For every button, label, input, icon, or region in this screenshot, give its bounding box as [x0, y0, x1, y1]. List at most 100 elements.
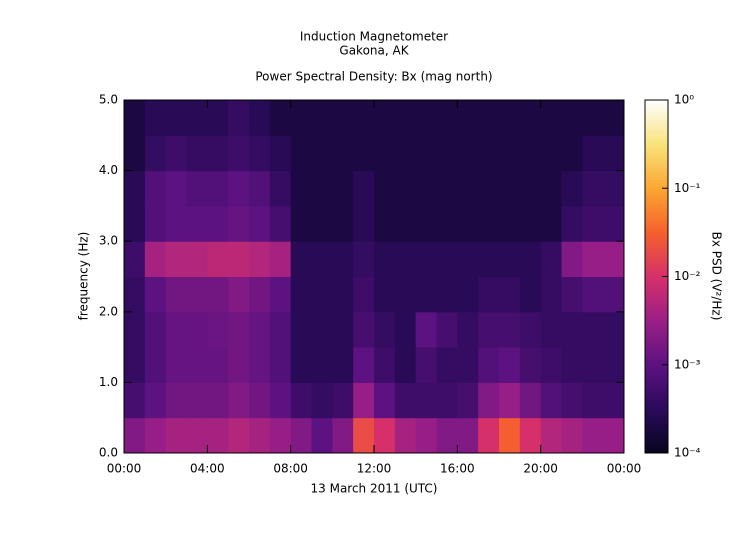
heat-cell	[540, 311, 562, 348]
heat-cell	[353, 347, 375, 383]
heat-cell	[519, 311, 542, 348]
heat-cell	[207, 100, 229, 136]
heat-cell	[499, 241, 521, 277]
heat-cell	[582, 205, 604, 242]
colorbar-step	[645, 429, 668, 433]
heat-cell	[582, 170, 604, 207]
colorbar-step	[645, 414, 668, 419]
heat-cell	[540, 170, 562, 207]
colorbar-step	[645, 135, 668, 139]
heat-cell	[228, 135, 250, 172]
colorbar-step	[645, 294, 668, 298]
heat-cell	[478, 100, 500, 136]
colorbar-step	[645, 385, 668, 389]
colorbar-step	[645, 329, 668, 333]
colorbar-step	[645, 438, 668, 442]
colorbar-step	[645, 120, 668, 125]
heat-cell	[582, 311, 604, 348]
heat-cell	[457, 347, 479, 383]
colorbar-step	[645, 194, 668, 198]
heat-cell	[249, 311, 271, 348]
colorbar-step	[645, 191, 668, 195]
heat-cell	[353, 170, 375, 207]
heat-cell	[207, 347, 229, 383]
colorbar-step	[645, 197, 668, 201]
heat-cell	[332, 417, 354, 454]
colorbar-step	[645, 411, 668, 416]
heat-cell	[207, 417, 229, 454]
heat-cell	[207, 135, 229, 172]
heat-cell	[519, 382, 542, 419]
heat-cell	[353, 100, 375, 136]
heat-cell	[144, 135, 167, 172]
heat-cell	[415, 417, 437, 454]
heat-cell	[519, 100, 542, 136]
colorbar-step	[645, 355, 668, 360]
heat-cell	[165, 170, 187, 207]
heat-cell	[311, 170, 333, 207]
colorbar-step	[645, 102, 668, 107]
heat-cell	[415, 170, 437, 207]
colorbar-step	[645, 370, 668, 375]
colorbar-step	[645, 220, 668, 225]
heat-cell	[561, 276, 583, 313]
y-tick-label: 1.0	[99, 375, 118, 389]
heat-cell	[269, 417, 292, 454]
heat-cell	[415, 241, 437, 277]
heat-cell	[415, 347, 437, 383]
heat-cell	[269, 135, 292, 172]
heat-cell	[436, 417, 458, 454]
colorbar-step	[645, 126, 668, 130]
heat-cell	[144, 311, 167, 348]
heat-cell	[582, 100, 604, 136]
heat-cell	[124, 417, 146, 454]
colorbar-step	[645, 397, 668, 401]
colorbar-step	[645, 179, 668, 183]
heat-cell	[457, 170, 479, 207]
colorbar-step	[645, 338, 668, 342]
colorbar-step	[645, 108, 668, 113]
heat-cell	[165, 100, 187, 136]
heat-cell	[332, 347, 354, 383]
heat-cell	[207, 205, 229, 242]
heat-cell	[415, 311, 437, 348]
colorbar-step	[645, 141, 668, 145]
heat-cell	[228, 276, 250, 313]
heat-cell	[603, 100, 625, 136]
heat-cell	[499, 276, 521, 313]
heat-cell	[457, 241, 479, 277]
x-tick-label: 08:00	[273, 462, 308, 476]
heat-cell	[415, 382, 437, 419]
heat-cell	[603, 241, 625, 277]
heat-cell	[186, 170, 208, 207]
colorbar-step	[645, 323, 668, 328]
colorbar-step	[645, 252, 668, 257]
heat-cell	[499, 170, 521, 207]
heat-cell	[603, 347, 625, 383]
heat-cell	[478, 311, 500, 348]
heat-cell	[207, 311, 229, 348]
colorbar-step	[645, 161, 668, 166]
heat-cell	[394, 170, 417, 207]
colorbar-step	[645, 426, 668, 430]
heat-cell	[457, 205, 479, 242]
heat-cell	[165, 276, 187, 313]
heat-cell	[269, 382, 292, 419]
heat-cell	[561, 205, 583, 242]
heat-cell	[353, 311, 375, 348]
colorbar-step	[645, 238, 668, 242]
heat-cell	[353, 276, 375, 313]
colorbar-step	[645, 402, 668, 407]
heat-cell	[499, 100, 521, 136]
colorbar-step	[645, 267, 668, 272]
heat-cell	[269, 241, 292, 277]
heat-cell	[582, 347, 604, 383]
heat-cell	[540, 241, 562, 277]
colorbar-step	[645, 441, 668, 445]
heat-cell	[436, 382, 458, 419]
heat-cell	[249, 347, 271, 383]
heat-cell	[353, 241, 375, 277]
colorbar-step	[645, 158, 668, 163]
heat-cell	[374, 382, 396, 419]
colorbar-step	[645, 279, 668, 283]
